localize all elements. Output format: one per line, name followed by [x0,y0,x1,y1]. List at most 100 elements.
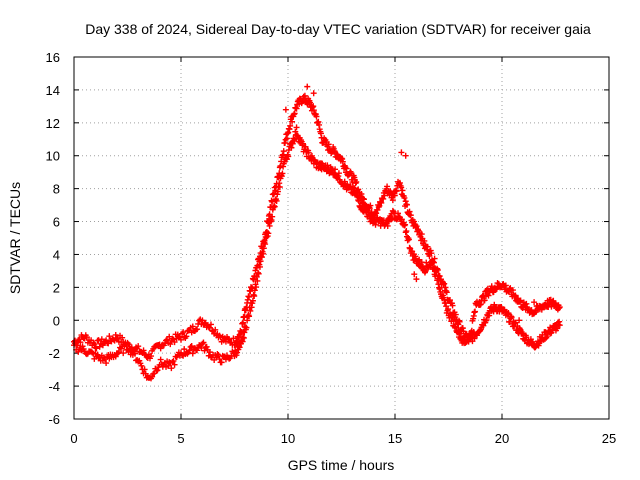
data-point [110,336,117,343]
data-point [276,184,283,191]
data-point [301,92,308,99]
data-point [258,254,265,261]
y-axis-label: SDTVAR / TECUs [7,182,23,294]
chart-title: Day 338 of 2024, Sidereal Day-to-day VTE… [85,21,591,37]
data-points [71,83,563,382]
data-point [441,280,448,287]
data-point [167,341,174,348]
data-point [96,343,103,350]
data-point [556,322,563,329]
data-point [199,340,206,347]
data-point [214,351,221,358]
data-point [103,360,110,367]
data-point [359,200,366,207]
data-point [449,302,456,309]
data-point [403,201,410,208]
data-point [421,237,428,244]
data-point [367,202,374,209]
data-point [130,347,137,354]
y-tick-label: 10 [46,149,60,164]
data-point [170,357,177,364]
x-axis-label: GPS time / hours [288,457,395,473]
data-point [157,345,164,352]
data-point [199,317,206,324]
data-point [269,213,276,220]
data-point [79,343,86,350]
data-point [407,212,414,219]
y-tick-label: 0 [53,313,60,328]
data-point [343,165,350,172]
data-point [189,350,196,357]
data-point [265,230,272,237]
data-point [141,366,148,373]
data-point [289,140,296,147]
data-point [282,136,289,143]
data-point [554,325,561,332]
data-point [138,362,145,369]
y-tick-label: 12 [46,116,60,131]
data-point [171,361,178,368]
data-point [472,308,479,315]
data-point [254,277,261,284]
data-point [178,336,184,343]
data-point [280,148,287,155]
data-point [105,340,112,347]
data-point [215,352,222,359]
data-point [74,342,81,349]
data-point [260,250,267,257]
data-point [92,344,99,351]
data-point [154,367,161,374]
data-point [455,325,462,332]
data-point [120,350,127,357]
data-point [168,365,175,372]
data-point [430,264,437,271]
data-point [279,170,286,177]
data-point [413,276,420,283]
data-point [398,184,405,191]
y-tick-label: -6 [48,412,60,427]
data-point [465,338,472,345]
y-tick-label: 14 [46,83,60,98]
data-point [502,282,509,289]
x-tick-label: 15 [388,431,402,446]
data-point [517,297,524,304]
data-point [181,346,188,353]
data-point [269,198,276,205]
data-point [266,222,273,229]
data-point [249,297,256,304]
data-point [77,339,84,346]
data-point [452,320,459,327]
data-point [114,335,121,342]
data-point [203,343,210,350]
data-point [402,152,409,159]
data-point [399,187,406,194]
data-point [187,343,194,350]
data-point [302,143,309,150]
data-point [480,322,487,329]
data-point [76,336,83,343]
data-point [180,329,187,336]
data-point [512,319,519,326]
data-point [519,330,526,337]
data-point [305,149,312,156]
data-point [393,188,400,195]
data-point [115,349,122,356]
data-point [171,339,178,346]
x-tick-label: 25 [602,431,616,446]
data-point [251,287,258,294]
y-tick-label: -4 [48,379,60,394]
data-point [285,153,292,160]
data-point [148,353,155,360]
x-tick-label: 20 [495,431,509,446]
data-point [452,311,459,318]
data-point [206,349,213,356]
data-point [411,271,418,278]
data-point [194,347,201,354]
data-point [114,350,121,357]
data-point [98,336,105,343]
data-point [246,293,253,300]
x-tick-label: 0 [70,431,77,446]
data-point [483,316,490,323]
y-tick-label: 8 [53,182,60,197]
data-point [428,250,435,257]
